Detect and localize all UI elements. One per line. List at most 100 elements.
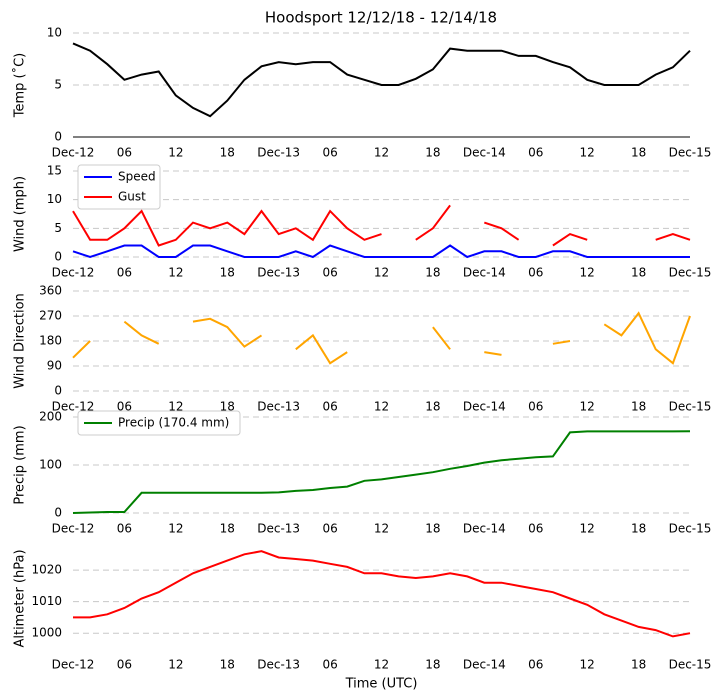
x-tick-label: 18 [220, 658, 235, 672]
x-tick-label: Dec-15 [669, 522, 712, 536]
x-tick-label: Dec-13 [257, 522, 300, 536]
x-tick-label: 18 [631, 522, 646, 536]
series-line [72, 204, 691, 247]
x-tick-label: Dec-12 [52, 400, 95, 414]
y-tick-label: 200 [39, 410, 62, 424]
y-tick-label: 5 [54, 221, 62, 235]
x-tick-label: 18 [220, 522, 235, 536]
x-tick-label: 06 [117, 522, 132, 536]
legend-label: Speed [118, 170, 156, 184]
x-tick-label: Dec-12 [52, 266, 95, 280]
x-tick-label: Dec-12 [52, 146, 95, 160]
y-tick-label: 5 [54, 78, 62, 92]
x-tick-label: 12 [168, 266, 183, 280]
x-tick-label: Dec-14 [463, 400, 506, 414]
y-tick-label: 0 [54, 506, 62, 520]
series-line [72, 42, 691, 118]
y-tick-label: 90 [47, 359, 62, 373]
x-tick-label: 18 [220, 146, 235, 160]
x-tick-label: 06 [528, 658, 543, 672]
x-tick-label: 06 [117, 266, 132, 280]
x-tick-label: 12 [374, 266, 389, 280]
y-axis-label: Precip (mm) [13, 425, 28, 504]
x-tick-label: Dec-15 [669, 266, 712, 280]
x-tick-label: 12 [580, 522, 595, 536]
chart-title: Hoodsport 12/12/18 - 12/14/18 [265, 9, 497, 27]
x-tick-label: 06 [322, 522, 337, 536]
x-tick-label: Dec-14 [463, 146, 506, 160]
x-tick-label: 12 [168, 522, 183, 536]
x-tick-label: 18 [425, 146, 440, 160]
x-tick-label: 12 [580, 266, 595, 280]
x-tick-label: 18 [425, 400, 440, 414]
x-tick-label: Dec-15 [669, 146, 712, 160]
y-axis-label: Temp (˚C) [12, 53, 28, 119]
y-tick-label: 10 [47, 192, 62, 206]
y-tick-label: 1020 [31, 563, 62, 577]
x-tick-label: 18 [631, 658, 646, 672]
x-tick-label: 12 [168, 658, 183, 672]
y-tick-label: 0 [54, 384, 62, 398]
series-line [72, 430, 691, 514]
y-tick-label: 15 [47, 164, 62, 178]
x-tick-label: 18 [220, 266, 235, 280]
y-tick-label: 1000 [31, 626, 62, 640]
x-tick-label: Dec-12 [52, 522, 95, 536]
x-tick-label: Dec-13 [257, 266, 300, 280]
x-tick-label: Dec-14 [463, 266, 506, 280]
y-axis-label: Altimeter (hPa) [13, 549, 28, 647]
series-line [72, 311, 691, 365]
x-tick-label: 12 [580, 146, 595, 160]
x-tick-label: 18 [631, 400, 646, 414]
x-tick-label: 12 [374, 658, 389, 672]
x-tick-label: 06 [528, 146, 543, 160]
x-tick-label: 06 [322, 266, 337, 280]
x-tick-label: 06 [528, 266, 543, 280]
x-tick-label: 12 [580, 400, 595, 414]
x-tick-label: 06 [322, 400, 337, 414]
y-tick-label: 100 [39, 458, 62, 472]
legend-label: Gust [118, 190, 146, 204]
x-tick-label: 06 [117, 658, 132, 672]
x-tick-label: Dec-15 [669, 658, 712, 672]
x-tick-label: Dec-14 [463, 658, 506, 672]
y-tick-label: 180 [39, 334, 62, 348]
x-tick-label: Dec-13 [257, 400, 300, 414]
x-tick-label: 12 [168, 146, 183, 160]
x-tick-label: 06 [117, 400, 132, 414]
x-axis-label: Time (UTC) [345, 677, 418, 692]
x-tick-label: 18 [425, 266, 440, 280]
y-tick-label: 360 [39, 284, 62, 298]
series-line [72, 244, 690, 259]
x-tick-label: 12 [580, 658, 595, 672]
x-tick-label: 18 [220, 400, 235, 414]
x-tick-label: 12 [374, 522, 389, 536]
y-tick-label: 270 [39, 309, 62, 323]
x-tick-label: Dec-12 [52, 658, 95, 672]
y-tick-label: 0 [54, 130, 62, 144]
x-tick-label: 18 [631, 146, 646, 160]
x-tick-label: Dec-13 [257, 146, 300, 160]
series-line [73, 550, 691, 638]
x-tick-label: Dec-15 [669, 400, 712, 414]
x-tick-label: Dec-13 [257, 658, 300, 672]
x-tick-label: 06 [528, 522, 543, 536]
x-tick-label: Dec-14 [463, 522, 506, 536]
y-axis-label: Wind Direction [13, 293, 28, 389]
x-tick-label: 06 [117, 146, 132, 160]
x-tick-label: 18 [425, 522, 440, 536]
y-tick-label: 10 [47, 26, 62, 40]
y-axis-label: Wind (mph) [13, 176, 28, 252]
x-tick-label: 12 [374, 146, 389, 160]
legend-box [77, 410, 241, 436]
x-tick-label: 18 [631, 266, 646, 280]
y-tick-label: 1010 [31, 594, 62, 608]
x-tick-label: 12 [168, 400, 183, 414]
x-tick-label: 06 [322, 146, 337, 160]
x-tick-label: 18 [425, 658, 440, 672]
x-tick-label: 06 [528, 400, 543, 414]
x-tick-label: 12 [374, 400, 389, 414]
legend-label: Precip (170.4 mm) [118, 416, 229, 430]
y-tick-label: 0 [54, 250, 62, 264]
